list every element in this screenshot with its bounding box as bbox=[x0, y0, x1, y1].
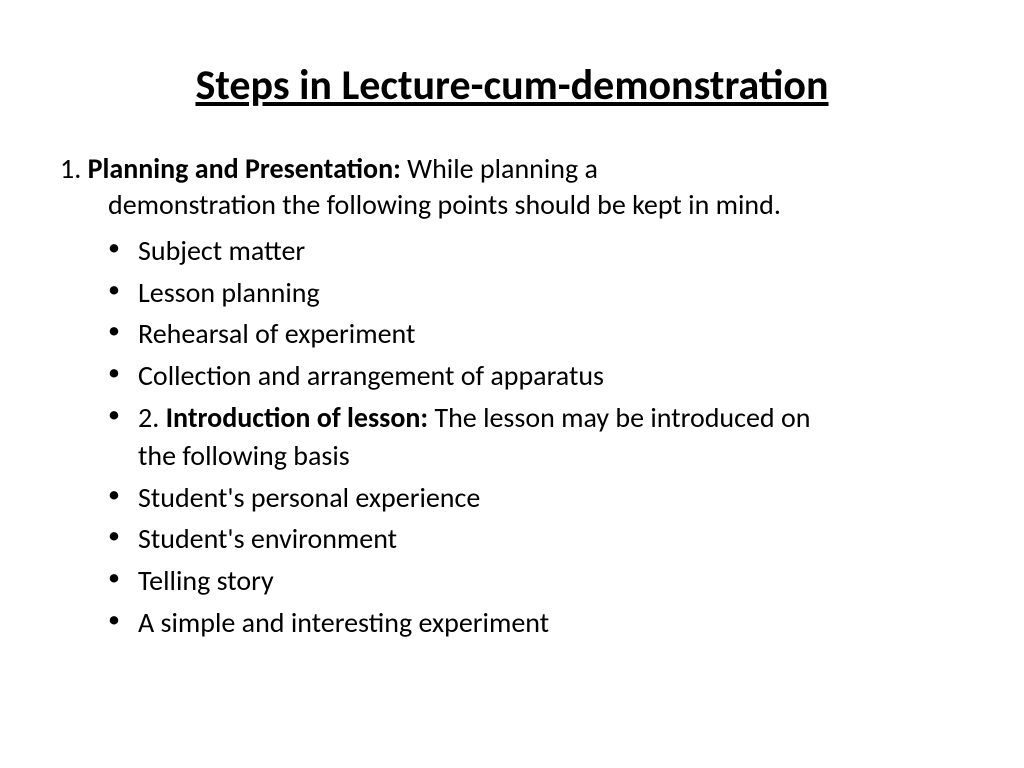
list-item: Collection and arrangement of apparatus bbox=[108, 357, 964, 395]
bullet-list-1: Subject matter Lesson planning Rehearsal… bbox=[60, 232, 964, 642]
list-item: A simple and interesting experiment bbox=[108, 604, 964, 642]
section-2-intro: 2. Introduction of lesson: The lesson ma… bbox=[108, 399, 964, 475]
list-item: Student's personal experience bbox=[108, 479, 964, 517]
list-item: Telling story bbox=[108, 562, 964, 600]
slide-title: Steps in Lecture-cum-demonstration bbox=[60, 60, 964, 111]
section-1-intro: 1. Planning and Presentation: While plan… bbox=[60, 151, 964, 224]
list-item: Subject matter bbox=[108, 232, 964, 270]
section-2-heading: Introduction of lesson: bbox=[166, 400, 429, 435]
section-1-tail2: demonstration the following points shoul… bbox=[60, 187, 964, 223]
list-item: Student's environment bbox=[108, 520, 964, 558]
section-2-tail1: The lesson may be introduced on bbox=[428, 400, 810, 435]
list-item: Rehearsal of experiment bbox=[108, 315, 964, 353]
section-1-number: 1. bbox=[60, 151, 81, 186]
section-2-tail2: the following basis bbox=[138, 437, 964, 475]
section-1-heading: Planning and Presentation: bbox=[88, 151, 401, 186]
section-2-prefix: 2. bbox=[138, 400, 166, 435]
section-1-tail1: While planning a bbox=[401, 151, 598, 186]
list-item: Lesson planning bbox=[108, 274, 964, 312]
